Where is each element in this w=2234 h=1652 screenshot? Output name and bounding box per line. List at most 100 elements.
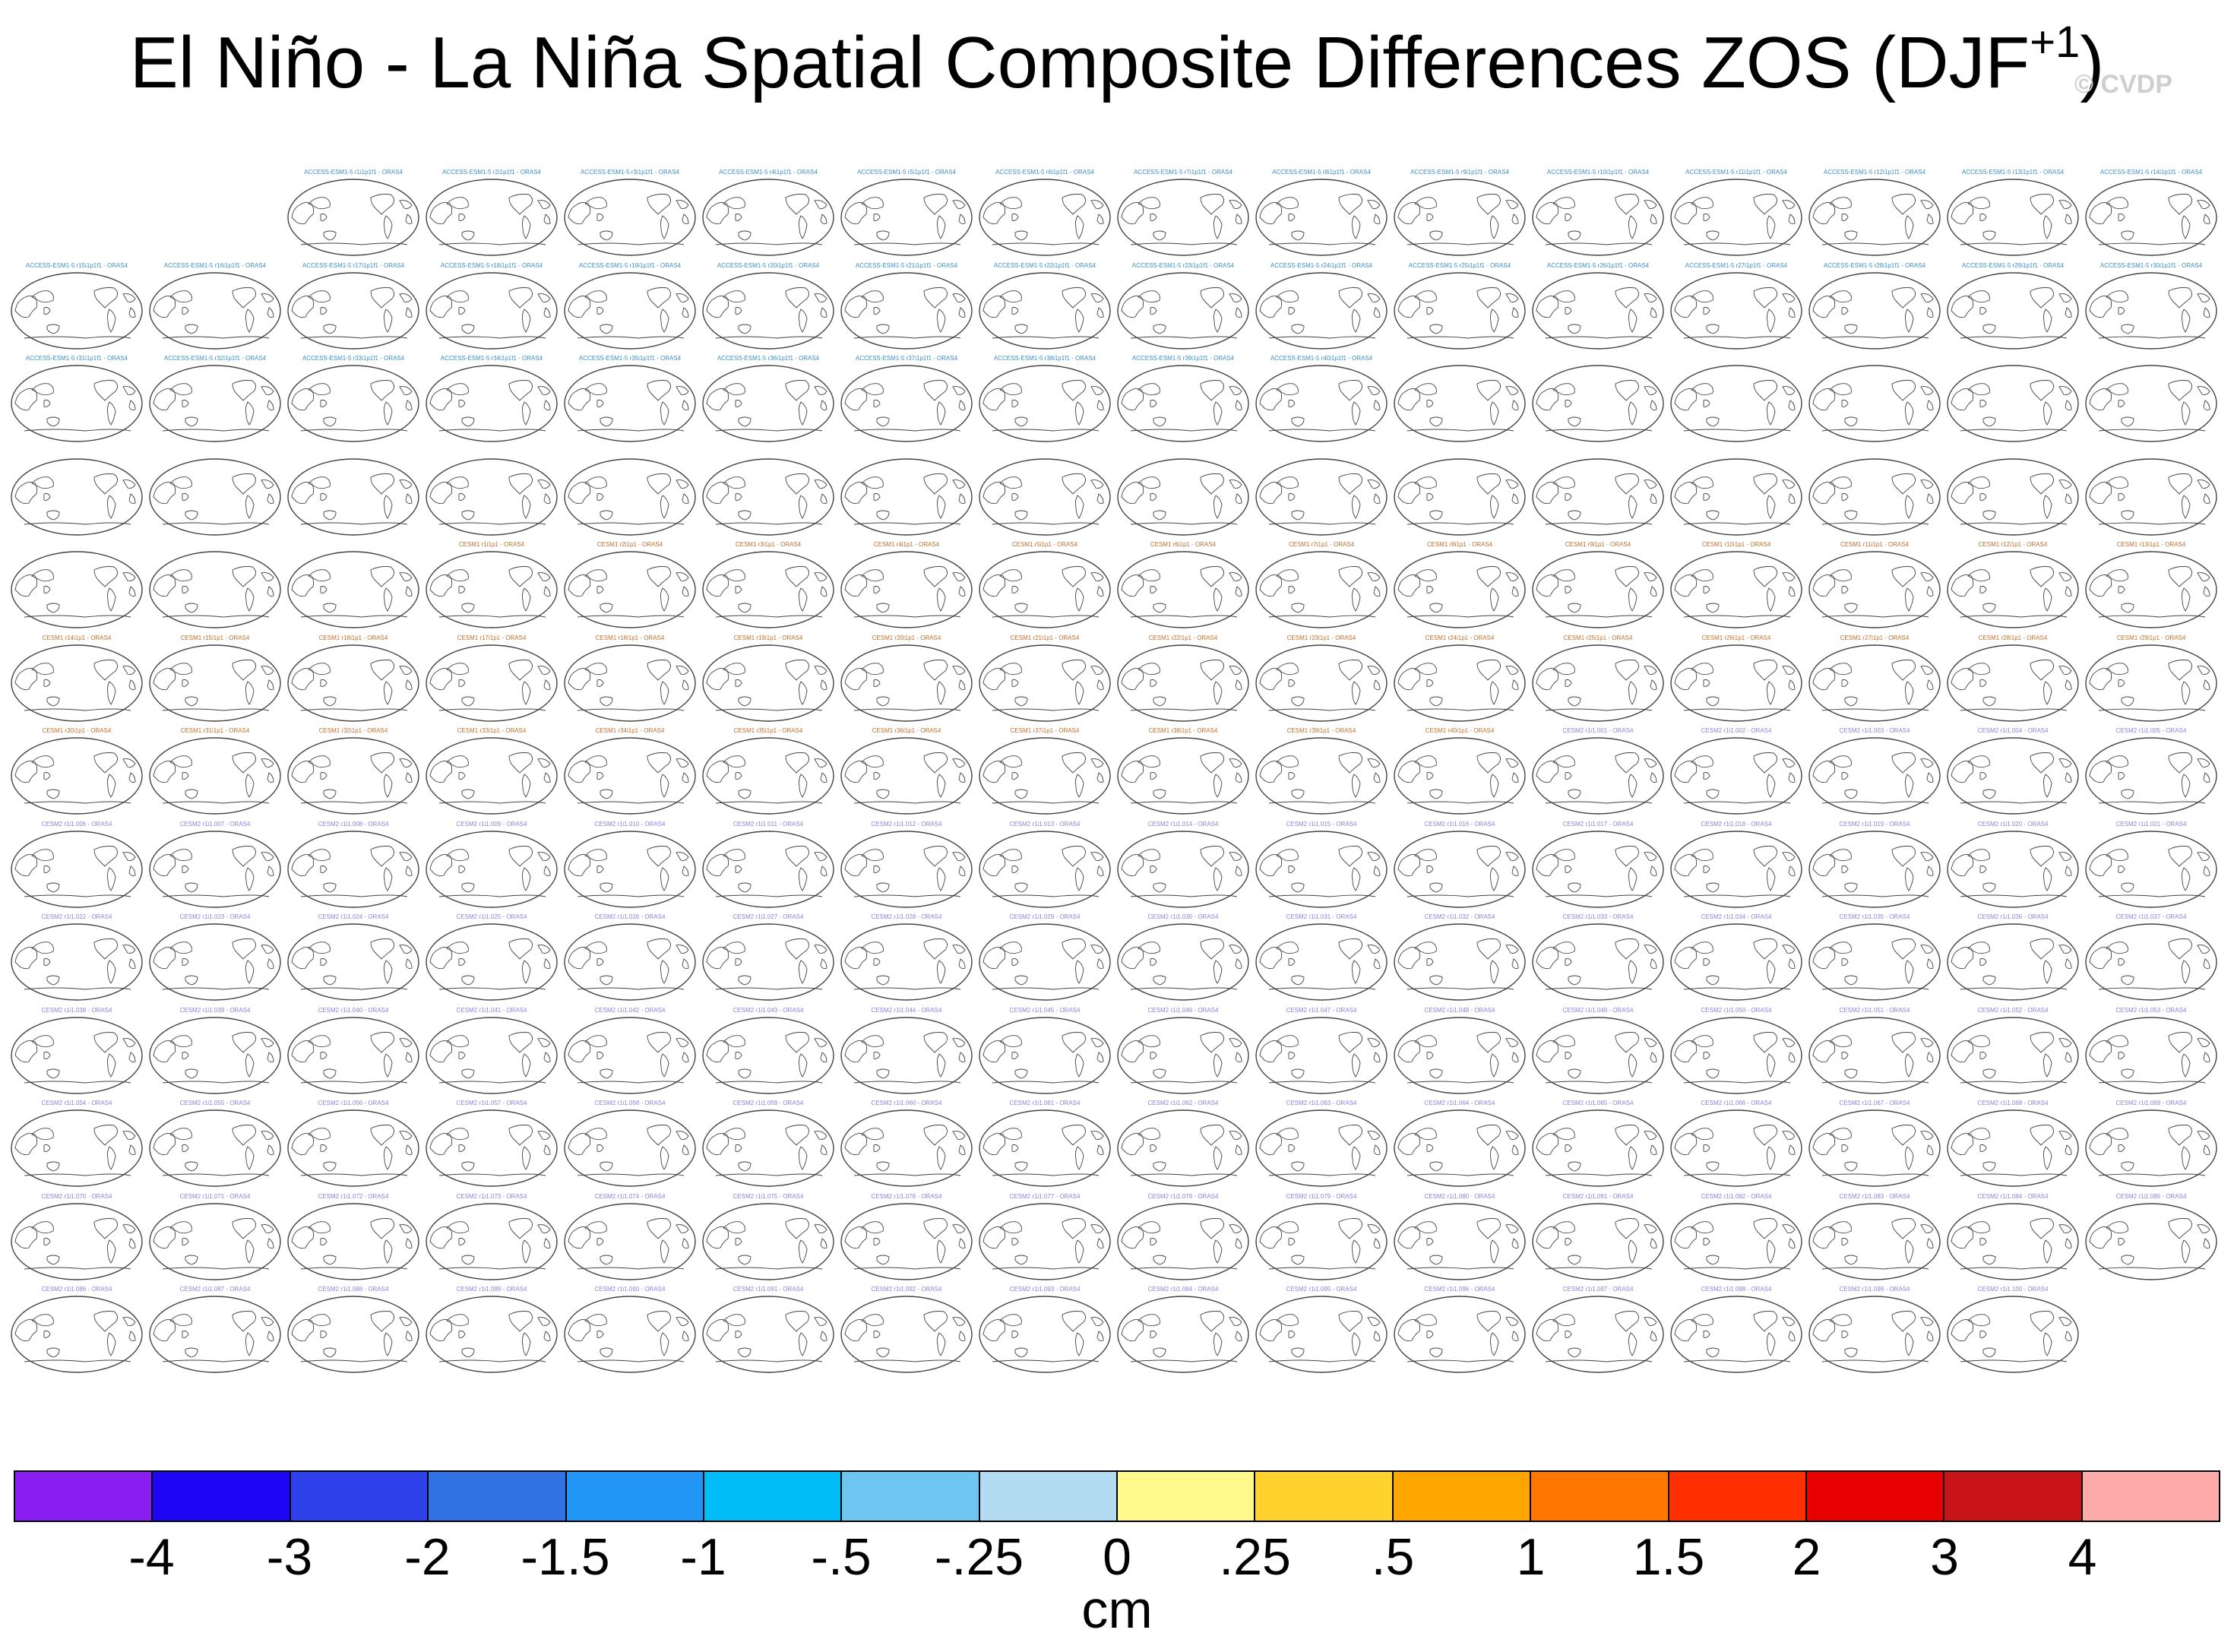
world-map-outline bbox=[840, 737, 973, 815]
map-panel: CESM1 r25i1p1 - ORAS4 bbox=[1530, 635, 1666, 724]
world-map-outline bbox=[1670, 737, 1802, 815]
world-map-outline bbox=[1532, 1109, 1664, 1187]
world-map-outline bbox=[979, 923, 1111, 1001]
world-map-outline bbox=[1117, 551, 1249, 628]
map-panel: CESM2 r1i1.014 - ORAS4 bbox=[1115, 821, 1251, 910]
map-panel-label: CESM2 r1i1.084 - ORAS4 bbox=[1977, 1193, 2049, 1200]
map-panel-label: CESM1 r19i1p1 - ORAS4 bbox=[733, 635, 803, 641]
map-panel-label: CESM2 r1i1.099 - ORAS4 bbox=[1839, 1286, 1910, 1293]
map-panel: CESM1 r12i1p1 - ORAS4 bbox=[1945, 541, 2081, 631]
map-panel: CESM2 r1i1.095 - ORAS4 bbox=[1254, 1286, 1389, 1375]
map-panel-label: ACCESS-ESM1-5 r29i1p1f1 - ORAS4 bbox=[1961, 262, 2065, 269]
world-map-outline bbox=[1808, 1109, 1941, 1187]
map-panel-label: CESM1 r4i1p1 - ORAS4 bbox=[873, 541, 940, 548]
map-panel-label: ACCESS-ESM1-5 r6i1p1f1 - ORAS4 bbox=[995, 169, 1094, 176]
colorbar-tick-label: -.25 bbox=[934, 1528, 1024, 1586]
map-panel-label: CESM2 r1i1.092 - ORAS4 bbox=[871, 1286, 942, 1293]
map-panel: CESM2 r1i1.025 - ORAS4 bbox=[424, 913, 559, 1003]
map-panel: CESM2 r1i1.010 - ORAS4 bbox=[562, 821, 698, 910]
world-map-outline bbox=[840, 1296, 973, 1373]
map-panel: CESM1 r11i1p1 - ORAS4 bbox=[1807, 541, 1942, 631]
world-map-outline bbox=[1255, 179, 1388, 256]
map-panel: CESM2 r1i1.046 - ORAS4 bbox=[1115, 1007, 1251, 1097]
map-panel-label: CESM2 r1i1.022 - ORAS4 bbox=[41, 913, 112, 920]
map-panel-label: CESM2 r1i1.053 - ORAS4 bbox=[2115, 1007, 2187, 1014]
map-panel-label: CESM2 r1i1.008 - ORAS4 bbox=[318, 821, 389, 828]
map-panel-label: CESM2 r1i1.014 - ORAS4 bbox=[1147, 821, 1219, 828]
world-map-outline bbox=[1532, 1296, 1664, 1373]
world-map-outline bbox=[1808, 458, 1941, 536]
world-map-outline bbox=[2085, 1109, 2217, 1187]
colorbar-tick-label: -1 bbox=[680, 1528, 726, 1586]
world-map-outline bbox=[1532, 365, 1664, 442]
map-panel: CESM1 r15i1p1 - ORAS4 bbox=[147, 635, 283, 724]
world-map-outline bbox=[11, 831, 143, 908]
map-panel: CESM1 r24i1p1 - ORAS4 bbox=[1392, 635, 1527, 724]
colorbar-swatch bbox=[15, 1472, 152, 1521]
map-panel: ACCESS-ESM1-5 r11i1p1f1 - ORAS4 bbox=[1669, 169, 1804, 258]
map-panel: CESM2 r1i1.030 - ORAS4 bbox=[1115, 913, 1251, 1003]
colorbar-tick-label: 1.5 bbox=[1632, 1528, 1705, 1586]
map-panel-label: CESM2 r1i1.024 - ORAS4 bbox=[318, 913, 389, 920]
map-panel-label: CESM1 r14i1p1 - ORAS4 bbox=[42, 635, 112, 641]
map-panel: CESM2 r1i1.084 - ORAS4 bbox=[1945, 1193, 2081, 1283]
world-map-outline bbox=[426, 1296, 558, 1373]
colorbar-tick-label: 0 bbox=[1103, 1528, 1131, 1586]
colorbar-tick-label: -3 bbox=[266, 1528, 313, 1586]
map-panel-label: CESM2 r1i1.039 - ORAS4 bbox=[179, 1007, 251, 1014]
map-panel-label: ACCESS-ESM1-5 r32i1p1f1 - ORAS4 bbox=[163, 355, 267, 362]
map-panel-label: CESM2 r1i1.064 - ORAS4 bbox=[1424, 1100, 1495, 1106]
map-panel-label: CESM2 r1i1.041 - ORAS4 bbox=[456, 1007, 527, 1014]
world-map-outline bbox=[564, 365, 696, 442]
map-panel-label: CESM2 r1i1.051 - ORAS4 bbox=[1839, 1007, 1910, 1014]
map-panel: CESM1 r30i1p1 - ORAS4 bbox=[9, 727, 144, 817]
map-panel-label: ACCESS-ESM1-5 r17i1p1f1 - ORAS4 bbox=[302, 262, 405, 269]
map-panel: CESM2 r1i1.032 - ORAS4 bbox=[1392, 913, 1527, 1003]
map-panel: ACCESS-ESM1-5 r29i1p1f1 - ORAS4 bbox=[1945, 262, 2081, 352]
map-panel-label: ACCESS-ESM1-5 r3i1p1f1 - ORAS4 bbox=[581, 169, 679, 176]
map-panel: CESM2 r1i1.050 - ORAS4 bbox=[1669, 1007, 1804, 1097]
map-panel: ACCESS-ESM1-5 r32i1p1f1 - ORAS4 bbox=[147, 355, 283, 445]
map-panel-label: ACCESS-ESM1-5 r23i1p1f1 - ORAS4 bbox=[1131, 262, 1235, 269]
colorbar-swatch bbox=[1116, 1472, 1255, 1521]
map-panel: ACCESS-ESM1-5 r34i1p1f1 - ORAS4 bbox=[424, 355, 559, 445]
map-panel-label: ACCESS-ESM1-5 r12i1p1f1 - ORAS4 bbox=[1823, 169, 1926, 176]
world-map-outline bbox=[1532, 923, 1664, 1001]
map-panel: CESM2 r1i1.100 - ORAS4 bbox=[1945, 1286, 2081, 1375]
world-map-outline bbox=[426, 1017, 558, 1094]
colorbar-swatch bbox=[1805, 1472, 1944, 1521]
map-panel-label: ACCESS-ESM1-5 r2i1p1f1 - ORAS4 bbox=[442, 169, 541, 176]
world-map-outline bbox=[1255, 737, 1388, 815]
map-panel-label: CESM2 r1i1.072 - ORAS4 bbox=[318, 1193, 389, 1200]
world-map-outline bbox=[564, 1203, 696, 1280]
map-panel-label: CESM1 r36i1p1 - ORAS4 bbox=[872, 727, 941, 734]
map-panel: ACCESS-ESM1-5 r15i1p1f1 - ORAS4 bbox=[9, 262, 144, 352]
map-panel: CESM2 r1i1.039 - ORAS4 bbox=[147, 1007, 283, 1097]
map-panel-label: CESM2 r1i1.100 - ORAS4 bbox=[1977, 1286, 2049, 1293]
map-panel: CESM1 r31i1p1 - ORAS4 bbox=[147, 727, 283, 817]
world-map-outline bbox=[1255, 644, 1388, 722]
map-panel-label: CESM2 r1i1.026 - ORAS4 bbox=[594, 913, 666, 920]
colorbar-tick-label: -4 bbox=[128, 1528, 175, 1586]
map-panel: CESM1 r5i1p1 - ORAS4 bbox=[977, 541, 1112, 631]
world-map-outline bbox=[1394, 1203, 1526, 1280]
map-panel-label: CESM2 r1i1.033 - ORAS4 bbox=[1562, 913, 1634, 920]
map-panel: CESM2 r1i1.083 - ORAS4 bbox=[1807, 1193, 1942, 1283]
world-map-outline bbox=[1947, 365, 2079, 442]
map-panel bbox=[9, 448, 144, 538]
world-map-outline bbox=[564, 1296, 696, 1373]
map-panel: CESM2 r1i1.075 - ORAS4 bbox=[701, 1193, 836, 1283]
colorbar-swatch bbox=[702, 1472, 841, 1521]
map-panel: CESM1 r13i1p1 - ORAS4 bbox=[2084, 541, 2219, 631]
map-panel bbox=[147, 448, 283, 538]
map-panel: CESM2 r1i1.018 - ORAS4 bbox=[1669, 821, 1804, 910]
map-panel-label: CESM2 r1i1.065 - ORAS4 bbox=[1562, 1100, 1634, 1106]
map-panel: ACCESS-ESM1-5 r35i1p1f1 - ORAS4 bbox=[562, 355, 698, 445]
map-panel: CESM2 r1i1.016 - ORAS4 bbox=[1392, 821, 1527, 910]
world-map-outline bbox=[2085, 272, 2217, 350]
map-panel-label: CESM2 r1i1.077 - ORAS4 bbox=[1009, 1193, 1081, 1200]
world-map-outline bbox=[2085, 458, 2217, 536]
map-panel bbox=[1945, 448, 2081, 538]
map-panel: CESM2 r1i1.056 - ORAS4 bbox=[286, 1100, 421, 1189]
map-panel: ACCESS-ESM1-5 r4i1p1f1 - ORAS4 bbox=[701, 169, 836, 258]
